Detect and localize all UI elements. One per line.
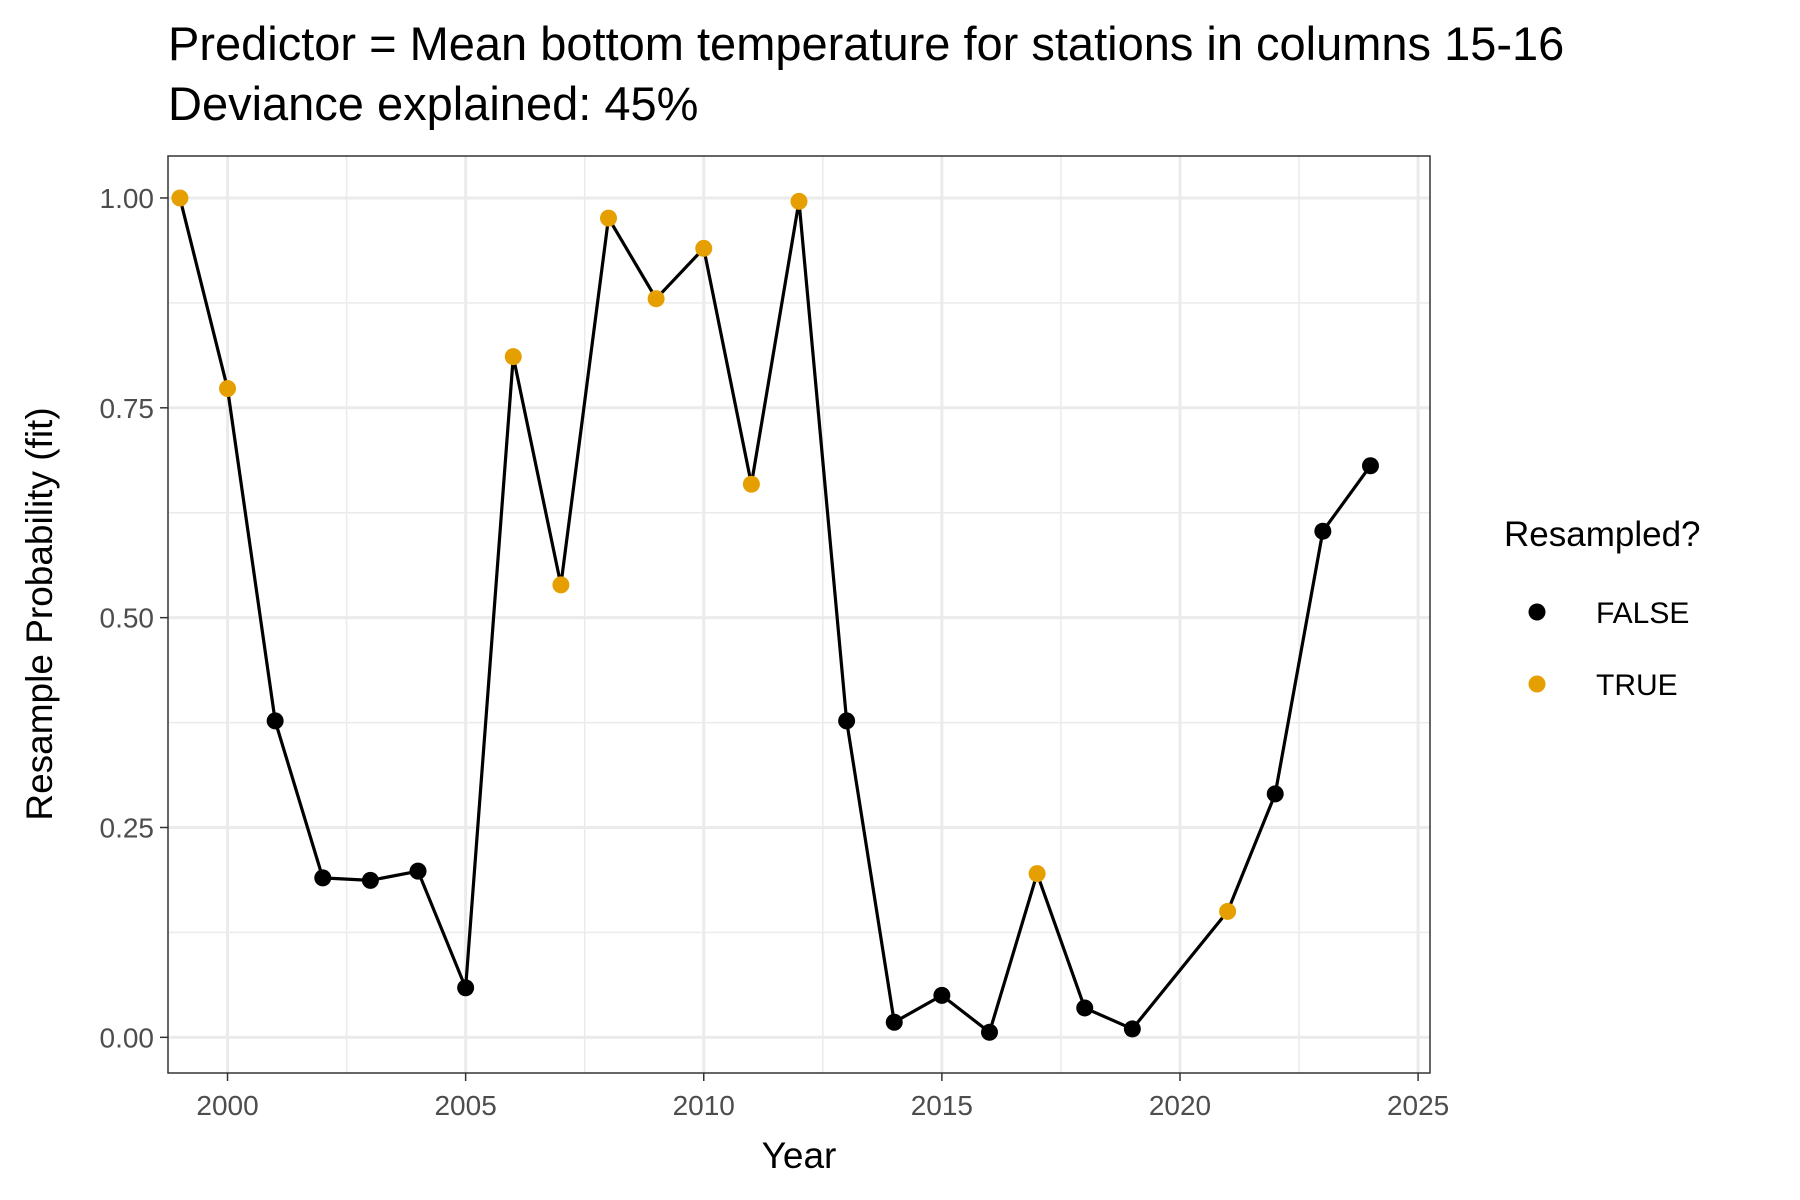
- x-tick-label: 2000: [196, 1090, 258, 1121]
- legend-title: Resampled?: [1504, 515, 1701, 554]
- data-point-not-resampled: [1123, 1020, 1141, 1038]
- x-axis-ticks: 2000 2005 2010 2015 2020 2025: [196, 1073, 1449, 1121]
- data-point-resampled: [1028, 865, 1046, 883]
- y-axis-title: Resample Probability (fit): [19, 407, 60, 820]
- x-tick-label: 2015: [911, 1090, 973, 1121]
- data-point-not-resampled: [1076, 999, 1094, 1017]
- chart-title-line1: Predictor = Mean bottom temperature for …: [168, 17, 1564, 70]
- data-point-not-resampled: [361, 871, 379, 889]
- data-point-resampled: [1219, 902, 1237, 920]
- legend-label-false: FALSE: [1596, 597, 1689, 630]
- y-tick-label: 0.50: [100, 603, 155, 634]
- plot-border: [167, 155, 1431, 1074]
- data-point-resampled: [219, 380, 237, 398]
- data-points: [171, 189, 1379, 1041]
- data-point-not-resampled: [933, 986, 951, 1004]
- grid-major: [168, 156, 1430, 1073]
- data-point-resampled: [695, 239, 713, 257]
- data-point-not-resampled: [1266, 785, 1284, 803]
- legend-key-true: [1528, 675, 1546, 693]
- y-tick-label: 0.75: [100, 393, 155, 424]
- legend: Resampled? FALSE TRUE: [1504, 515, 1701, 702]
- legend-label-true: TRUE: [1596, 669, 1678, 702]
- data-point-resampled: [790, 192, 808, 210]
- data-point-not-resampled: [885, 1013, 903, 1031]
- y-axis-ticks: 0.00 0.25 0.50 0.75 1.00: [100, 183, 168, 1053]
- y-tick-label: 1.00: [100, 183, 155, 214]
- data-point-resampled: [742, 475, 760, 493]
- data-point-not-resampled: [838, 712, 856, 730]
- data-point-not-resampled: [980, 1023, 998, 1041]
- grid-minor: [168, 156, 1430, 1073]
- legend-entries: FALSE TRUE: [1528, 597, 1689, 702]
- x-tick-label: 2010: [673, 1090, 735, 1121]
- data-point-resampled: [504, 348, 522, 366]
- data-point-not-resampled: [1361, 457, 1379, 475]
- x-tick-label: 2020: [1149, 1090, 1211, 1121]
- data-point-not-resampled: [457, 979, 475, 997]
- legend-key-false: [1528, 603, 1546, 621]
- data-point-not-resampled: [314, 869, 332, 887]
- data-point-resampled: [600, 209, 618, 227]
- data-point-resampled: [171, 189, 189, 207]
- plot-panel: [168, 156, 1430, 1073]
- data-point-not-resampled: [1314, 522, 1332, 540]
- data-point-not-resampled: [409, 862, 427, 880]
- y-tick-label: 0.00: [100, 1022, 155, 1053]
- data-point-resampled: [647, 290, 665, 308]
- data-point-resampled: [552, 576, 570, 594]
- x-tick-label: 2005: [434, 1090, 496, 1121]
- x-tick-label: 2025: [1387, 1090, 1449, 1121]
- data-point-not-resampled: [266, 712, 284, 730]
- chart-title-line2: Deviance explained: 45%: [168, 77, 698, 130]
- y-tick-label: 0.25: [100, 812, 155, 843]
- x-axis-title: Year: [762, 1135, 837, 1176]
